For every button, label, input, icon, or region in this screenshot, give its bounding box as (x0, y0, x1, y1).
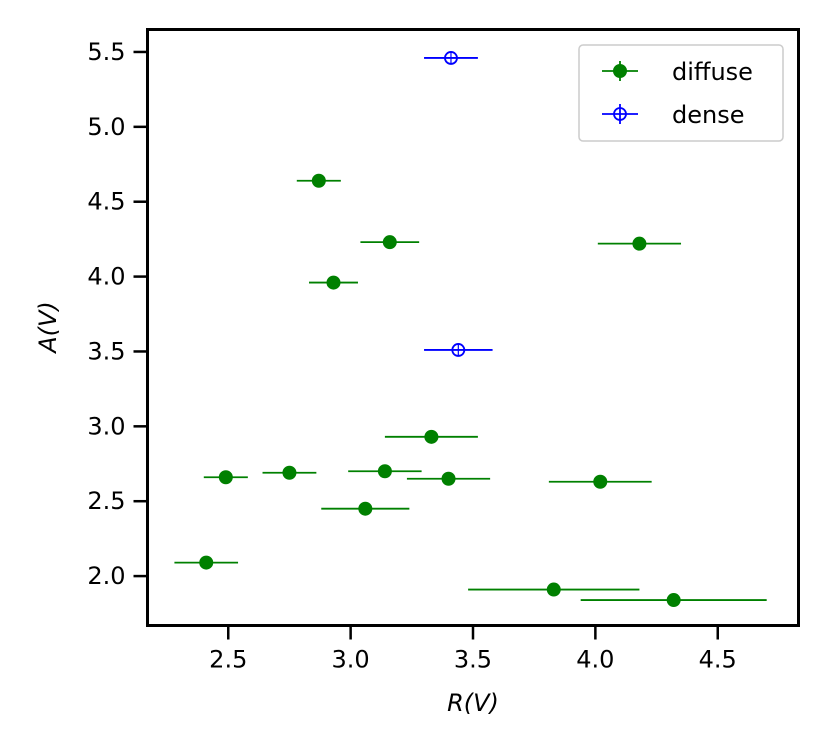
diffuse-point (632, 236, 647, 251)
x-axis: 2.5 3.0 3.5 4.0 4.5 (209, 625, 737, 674)
legend-diffuse-marker (613, 64, 627, 78)
y-tick-label: 3.5 (87, 337, 125, 365)
diffuse-point (377, 464, 392, 479)
plot-area (174, 51, 767, 608)
y-tick-label: 5.5 (87, 38, 125, 66)
diffuse-point (546, 582, 561, 597)
diffuse-point (382, 235, 397, 250)
legend-diffuse-label: diffuse (672, 58, 753, 86)
legend-dense-label: dense (672, 101, 744, 129)
legend-entry-dense: dense (602, 101, 744, 129)
diffuse-point (218, 470, 233, 485)
series-dense (424, 51, 493, 357)
legend-dense-marker (613, 107, 627, 121)
diffuse-point (311, 173, 326, 188)
diffuse-point (666, 593, 681, 608)
x-tick-label: 4.0 (576, 646, 614, 674)
y-tick-label: 2.5 (87, 487, 125, 515)
diffuse-point (199, 555, 214, 570)
diffuse-point (424, 429, 439, 444)
legend-entry-diffuse: diffuse (602, 58, 753, 86)
x-tick-label: 3.0 (332, 646, 370, 674)
y-tick-label: 4.5 (87, 188, 125, 216)
x-tick-label: 3.5 (454, 646, 492, 674)
diffuse-point (282, 465, 297, 480)
diffuse-point (441, 471, 456, 486)
y-tick-label: 2.0 (87, 562, 125, 590)
legend-box (578, 44, 784, 142)
diffuse-point (593, 474, 608, 489)
y-tick-label: 3.0 (87, 412, 125, 440)
x-tick-label: 4.5 (699, 646, 737, 674)
y-tick-label: 5.0 (87, 113, 125, 141)
x-tick-label: 2.5 (209, 646, 247, 674)
series-diffuse (174, 173, 767, 608)
legend: diffuse dense (578, 44, 784, 142)
x-axis-label: R(V) (447, 689, 499, 717)
diffuse-point (326, 275, 341, 290)
y-axis-label: A(V) (34, 301, 62, 355)
diffuse-point (358, 501, 373, 516)
y-tick-label: 4.0 (87, 263, 125, 291)
y-axis: 2.0 2.5 3.0 3.5 4.0 4.5 5.0 5.5 (87, 38, 148, 590)
